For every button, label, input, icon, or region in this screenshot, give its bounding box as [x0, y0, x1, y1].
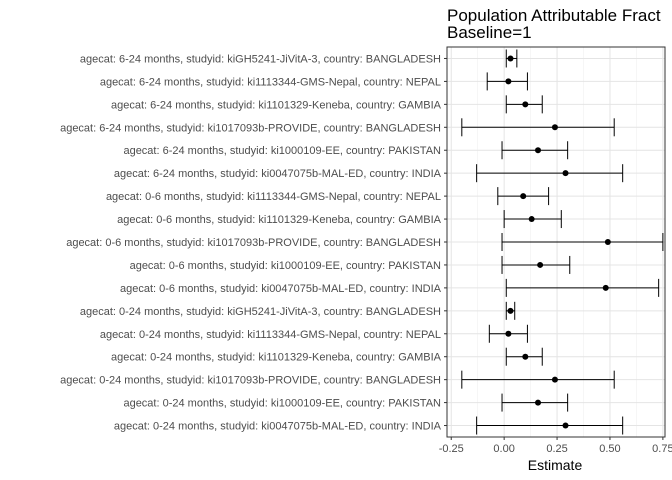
x-tick-label: 0.25 [546, 443, 567, 455]
panel-border [446, 46, 666, 438]
estimate-point [507, 55, 514, 62]
estimate-point [551, 124, 558, 131]
y-tick-label: agecat: 0-24 months, studyid: ki1017093b… [60, 375, 441, 387]
y-tick-label: agecat: 6-24 months, studyid: kiGH5241-J… [80, 53, 441, 65]
y-tick-label: agecat: 0-24 months, studyid: ki1113344-… [100, 329, 441, 341]
y-tick-label: agecat: 0-24 months, studyid: ki1101329-… [111, 352, 442, 364]
estimate-point [551, 376, 558, 383]
x-axis: -0.25 0.00 0.25 0.50 0.75 [439, 437, 672, 455]
estimate-point [537, 261, 544, 268]
y-tick-label: agecat: 0-24 months, studyid: ki0047075b… [114, 421, 442, 433]
y-tick-label: agecat: 6-24 months, studyid: ki1101329-… [111, 99, 442, 111]
estimate-point [522, 101, 529, 108]
estimate-point [520, 193, 527, 200]
estimate-point [522, 353, 529, 360]
estimate-point [602, 284, 609, 291]
chart-title: Population Attributable Fract [447, 6, 661, 25]
y-tick-label: agecat: 0-24 months, studyid: kiGH5241-J… [80, 306, 441, 318]
x-axis-label: Estimate [528, 457, 583, 473]
estimate-point [604, 239, 611, 245]
y-tick-label: agecat: 6-24 months, studyid: ki1113344-… [100, 76, 441, 88]
estimate-point [562, 170, 569, 177]
estimate-point [562, 422, 569, 429]
y-tick-label: agecat: 6-24 months, studyid: ki0047075b… [114, 168, 442, 180]
estimate-point [507, 307, 514, 314]
x-tick-label: 0.00 [493, 443, 514, 455]
x-tick-label: 0.50 [599, 443, 620, 455]
y-tick-label: agecat: 0-6 months, studyid: ki1017093b-… [66, 237, 441, 249]
x-tick-label: -0.25 [439, 443, 464, 455]
y-axis: agecat: 6-24 months, studyid: kiGH5241-J… [60, 53, 447, 433]
chart-marks [461, 49, 664, 435]
estimate-point [535, 147, 542, 154]
y-tick-label: agecat: 0-6 months, studyid: ki0047075b-… [120, 283, 442, 295]
y-tick-label: agecat: 0-6 months, studyid: ki1113344-G… [106, 191, 441, 203]
x-tick-label: 0.75 [652, 443, 672, 455]
estimate-point [535, 399, 542, 406]
estimate-point [505, 330, 512, 337]
chart-subtitle: Baseline=1 [447, 23, 532, 42]
estimate-point [528, 216, 535, 223]
y-tick-label: agecat: 0-6 months, studyid: ki1101329-K… [117, 214, 442, 226]
y-tick-label: agecat: 6-24 months, studyid: ki1000109-… [123, 145, 441, 157]
y-tick-label: agecat: 0-24 months, studyid: ki1000109-… [123, 398, 441, 410]
estimate-point [505, 78, 512, 85]
y-tick-label: agecat: 0-6 months, studyid: ki1000109-E… [130, 260, 441, 272]
y-tick-label: agecat: 6-24 months, studyid: ki1017093b… [60, 122, 441, 134]
